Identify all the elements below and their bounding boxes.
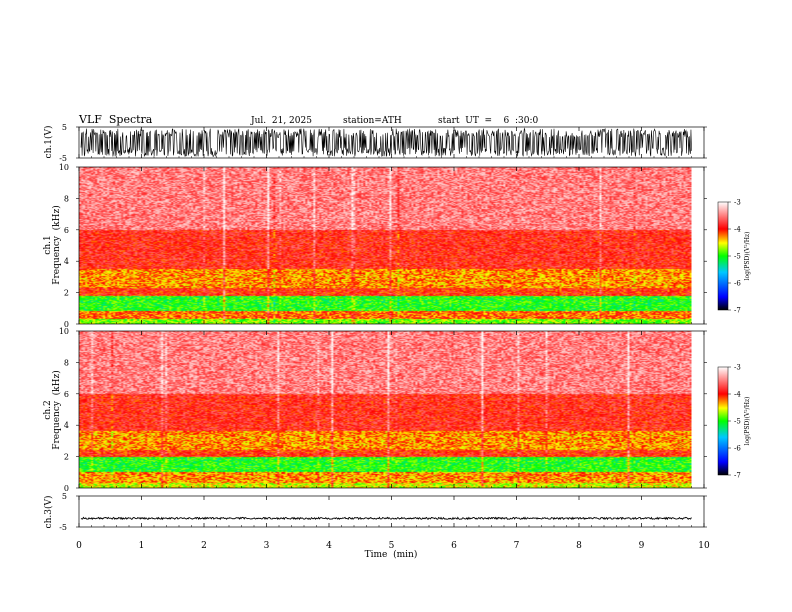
time-tick-label: 3 [264,541,270,551]
ch1-spectrogram-image [79,167,692,324]
ch2-colorbar-tick-label: -6 [734,445,741,453]
ch3-waveform-frame [78,495,705,528]
ch1-colorbar-tick-label: -5 [734,253,741,261]
ch2-colorbar-tick-group: -3 -4 -5 -6 -7 [728,364,741,480]
time-tick-label: 1 [139,541,145,551]
time-tick-label: 2 [201,541,207,551]
ch2-spectrogram-ytick-group: 0 2 4 6 8 10 [59,327,707,493]
ch1-spectrogram-ytick-label: 10 [59,163,69,172]
ch2-spectrogram-ytick-label: 4 [64,421,69,430]
ch2-spectrogram-ytick-label: 10 [59,327,69,336]
ch1-spectrogram-ytick-label: 0 [64,320,69,329]
ch2-colorbar-gradient [717,366,729,476]
ch1-ytick-label: -5 [59,154,67,163]
station-label: station=ATH [343,116,402,126]
ch1-spectrogram-ylabel-frequency: Frequency (kHz) [51,205,62,284]
ch1-waveform-ylabel: ch.1(V) [43,126,54,159]
ch1-colorbar-gradient [717,201,729,311]
ch2-colorbar-tick-label: -7 [734,472,741,480]
ch1-ytick-group: 5 -5 [59,123,707,163]
ch1-spectrogram-panel: 0 2 4 6 8 10 ch.1 Frequency (kHz) [43,163,707,329]
time-tick-label: 4 [326,541,332,551]
time-axis: 0 1 2 3 4 5 6 7 8 9 10 [76,127,710,551]
ch2-spectrogram-ytick-label: 0 [64,484,69,493]
time-axis-label: Time (min) [365,549,418,560]
date-label: Jul. 21, 2025 [250,116,312,126]
ch3-waveform-trace [80,516,692,521]
ch2-colorbar-tick-label: -5 [734,418,741,426]
ch1-colorbar-label: log(PSD)(V²/Hz) [744,232,751,281]
ch1-spectrogram-ytick-group: 0 2 4 6 8 10 [59,163,707,329]
ch3-ytick-group: 5 -5 [59,492,707,532]
ch1-colorbar-tick-label: -6 [734,280,741,288]
ch1-ytick-label: 5 [62,123,67,132]
ch1-waveform-trace [80,127,692,158]
time-tick-label: 10 [698,541,710,551]
time-tick-label: 5 [389,541,395,551]
ch1-colorbar-tick-label: -7 [734,307,741,315]
ch1-spectrogram-ytick-label: 4 [64,257,69,266]
ch2-spectrogram-image [79,331,692,488]
ch1-spectrogram-ylabel-channel: ch.1 [43,235,53,254]
ch1-waveform-panel: 5 -5 ch.1(V) [43,123,707,163]
time-tick-label: 6 [451,541,457,551]
ch3-ytick-label: -5 [59,523,67,532]
ch1-spectrogram-ytick-label: 6 [64,226,69,235]
ch2-spectrogram-ytick-label: 6 [64,390,69,399]
ch1-spectrogram-ytick-label: 2 [64,289,69,298]
ch1-colorbar-tick-group: -3 -4 -5 -6 -7 [728,199,741,315]
ch1-colorbar-tick-label: -4 [734,226,741,234]
ch3-waveform-panel: 5 -5 ch.3(V) [43,492,707,532]
ch2-colorbar-label: log(PSD)(V²/Hz) [744,397,751,446]
ch3-ytick-label: 5 [62,492,67,501]
ch2-spectrogram-ylabel-channel: ch.2 [43,400,53,419]
start-ut-label: start UT = 6 :30:0 [438,116,539,126]
ch1-colorbar-tick-label: -3 [734,199,741,207]
ch2-spectrogram-ytick-label: 8 [64,358,69,367]
ch2-colorbar-tick-label: -3 [734,364,741,372]
time-tick-label: 0 [76,541,82,551]
ch2-spectrogram-ytick-label: 2 [64,453,69,462]
figure-title: VLF Spectra [78,113,153,126]
ch2-colorbar-tick-label: -4 [734,391,741,399]
time-tick-label: 9 [639,541,645,551]
ch1-colorbar: -3 -4 -5 -6 -7 log(PSD)(V²/Hz) [717,199,751,315]
ch3-waveform-ylabel: ch.3(V) [43,496,54,529]
time-tick-label: 8 [576,541,582,551]
time-tick-label: 7 [514,541,520,551]
ch2-colorbar: -3 -4 -5 -6 -7 log(PSD)(V²/Hz) [717,364,751,480]
ch2-spectrogram-ylabel-frequency: Frequency (kHz) [51,370,62,449]
ch2-spectrogram-panel: 0 2 4 6 8 10 ch.2 Frequency (kHz) [43,327,707,493]
ch1-spectrogram-ytick-label: 8 [64,194,69,203]
